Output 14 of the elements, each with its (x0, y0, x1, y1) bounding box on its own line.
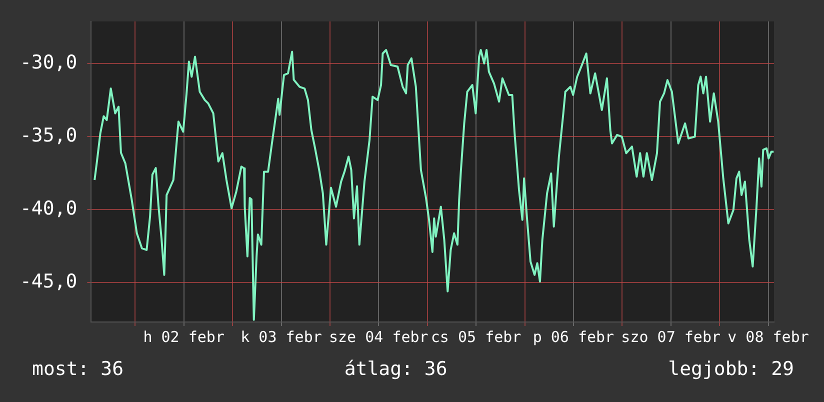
text: legjobb: 29 (668, 358, 794, 380)
text: most: 36 (32, 358, 124, 380)
y-tick-label: -40,0 (20, 198, 78, 220)
y-tick-label: -35,0 (20, 124, 78, 147)
y-tick-label: -45,0 (20, 270, 78, 293)
x-tick-label: cs 05 febr (430, 328, 522, 346)
x-tick-label: p 06 febr (532, 328, 614, 346)
text: átlag: 36 (344, 358, 448, 380)
x-tick-label: k 03 febr (240, 328, 322, 346)
x-tick-label: v 08 febr (728, 328, 809, 346)
y-tick-label: -30,0 (20, 52, 78, 74)
x-tick-label: szo 07 febr (621, 328, 721, 346)
x-tick-label: h 02 febr (143, 328, 224, 346)
x-tick-label: sze 04 febr (328, 328, 428, 346)
